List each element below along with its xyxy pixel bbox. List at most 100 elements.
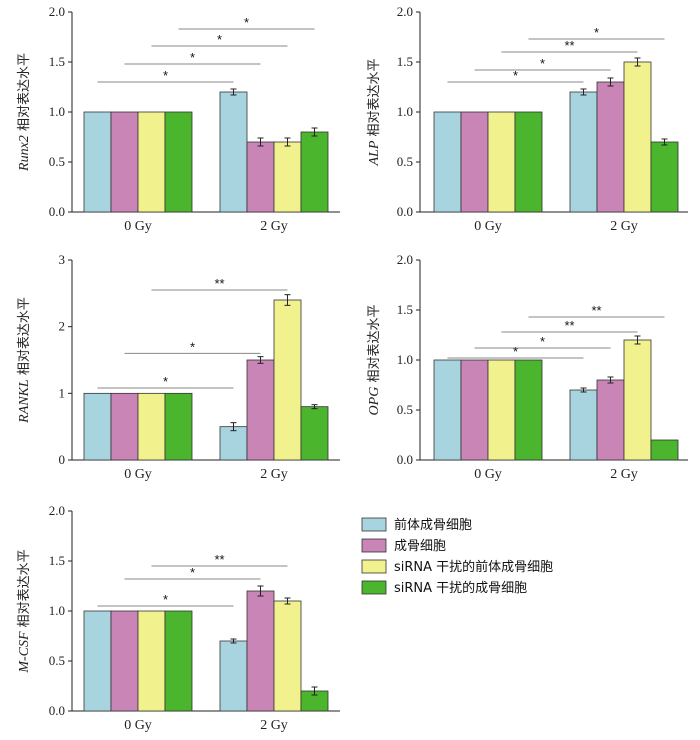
y-tick-label: 1.0: [397, 352, 413, 367]
bar: [246, 590, 275, 712]
bar: [300, 131, 329, 213]
y-tick-label: 0.0: [397, 204, 413, 219]
chart-panel-4: 0.00.51.01.52.00 Gy 2 Gy****M-CSF 相对表达水平: [17, 503, 340, 733]
significance-label: **: [564, 38, 574, 53]
bar: [433, 111, 462, 213]
significance-label: *: [190, 565, 195, 580]
bar: [246, 141, 275, 213]
y-tick-label: 0.5: [397, 402, 413, 417]
y-axis-label-gene: OPG: [367, 387, 382, 416]
y-axis-label-gene: M-CSF: [17, 631, 32, 674]
bar: [246, 359, 275, 461]
y-tick-label: 0.0: [397, 452, 413, 467]
bar: [83, 392, 112, 461]
x-category-label: 0 Gy: [474, 219, 502, 234]
y-tick-label: 1.0: [49, 603, 65, 618]
significance-label: *: [190, 339, 195, 354]
y-tick-label: 1.5: [397, 54, 413, 69]
y-tick-label: 0: [59, 452, 66, 467]
legend-label-1: 成骨细胞: [394, 539, 446, 554]
y-axis-label-text: 相对表达水平: [367, 58, 382, 140]
significance-label: *: [163, 68, 168, 83]
y-axis-label: M-CSF 相对表达水平: [17, 549, 32, 673]
legend-swatch-2: [361, 559, 387, 574]
x-category-label: 0 Gy: [124, 467, 152, 482]
y-axis-label-text: 相对表达水平: [17, 53, 32, 135]
bar: [219, 426, 248, 461]
bar: [219, 640, 248, 712]
bar: [596, 379, 625, 461]
y-tick-label: 2.0: [49, 4, 65, 19]
bar: [273, 141, 302, 213]
bar: [164, 111, 193, 213]
legend-swatch-3: [361, 580, 387, 595]
y-axis-label-text: 相对表达水平: [17, 297, 32, 379]
bar: [569, 389, 598, 461]
y-axis-label-gene: ALP: [367, 140, 382, 166]
chart-panel-0: 0.0 0.5 1.0 1.5 2.0 0 Gy 2 Gy * * * * Runx2 相对表达水平: [17, 4, 340, 234]
bar: [83, 111, 112, 213]
bar: [300, 406, 329, 461]
y-axis-label: ALP 相对表达水平: [367, 58, 382, 166]
y-tick-label: 1.5: [49, 553, 65, 568]
y-tick-label: 0.0: [49, 703, 65, 718]
y-tick-label: 2: [59, 319, 66, 334]
legend-label-0: 前体成骨细胞: [394, 517, 472, 533]
chart-panels: 0.00.51.01.52.00 Gy 2 Gy****Runx2 相对表达水平0…: [17, 4, 688, 733]
significance-label: *: [540, 334, 545, 349]
significance-label: **: [214, 552, 224, 567]
chart-panel-3: 0.00.51.01.52.00 Gy 2 Gy******OPG 相对表达水平: [367, 252, 688, 482]
bar: [514, 111, 543, 213]
x-category-label: 2 Gy: [260, 219, 288, 234]
bar: [273, 600, 302, 712]
bar: [110, 610, 139, 712]
bar: [433, 359, 462, 461]
bar: [83, 610, 112, 712]
y-tick-label: 2.0: [397, 252, 413, 267]
y-axis-label-gene: RANKL: [17, 379, 32, 424]
y-tick-label: 1.5: [397, 302, 413, 317]
y-axis-label: RANKL 相对表达水平: [17, 297, 32, 424]
y-tick-label: 1: [59, 385, 66, 400]
significance-label: *: [540, 56, 545, 71]
bar: [164, 610, 193, 712]
bar: [487, 111, 516, 213]
y-tick-label: 0.5: [49, 154, 65, 169]
y-axis-label-gene: Runx2: [17, 135, 32, 172]
bar: [623, 61, 652, 213]
significance-label: *: [594, 25, 599, 40]
significance-label: *: [190, 50, 195, 65]
legend-swatch-0: [361, 517, 387, 532]
bar: [514, 359, 543, 461]
legend-swatch-1: [361, 538, 387, 553]
bar: [596, 81, 625, 213]
y-axis-label: OPG 相对表达水平: [367, 305, 382, 416]
bar: [650, 439, 679, 461]
y-tick-label: 3: [59, 252, 66, 267]
x-category-label: 2 Gy: [260, 718, 288, 733]
significance-label: *: [163, 374, 168, 389]
significance-label: *: [513, 344, 518, 359]
bar: [487, 359, 516, 461]
significance-label: *: [163, 592, 168, 607]
x-category-label: 2 Gy: [610, 219, 638, 234]
y-tick-label: 0.5: [49, 653, 65, 668]
y-axis-label-text: 相对表达水平: [17, 549, 32, 631]
bar: [219, 91, 248, 213]
bar: [110, 392, 139, 461]
y-tick-label: 2.0: [397, 4, 413, 19]
bar: [137, 610, 166, 712]
significance-label: *: [244, 15, 249, 30]
x-category-label: 0 Gy: [124, 718, 152, 733]
y-tick-label: 1.5: [49, 54, 65, 69]
bar: [164, 392, 193, 461]
y-tick-label: 2.0: [49, 503, 65, 518]
bar: [569, 91, 598, 213]
x-category-label: 2 Gy: [610, 467, 638, 482]
bar: [137, 392, 166, 461]
x-category-label: 0 Gy: [124, 219, 152, 234]
bar: [460, 359, 489, 461]
y-tick-label: 1.0: [49, 104, 65, 119]
